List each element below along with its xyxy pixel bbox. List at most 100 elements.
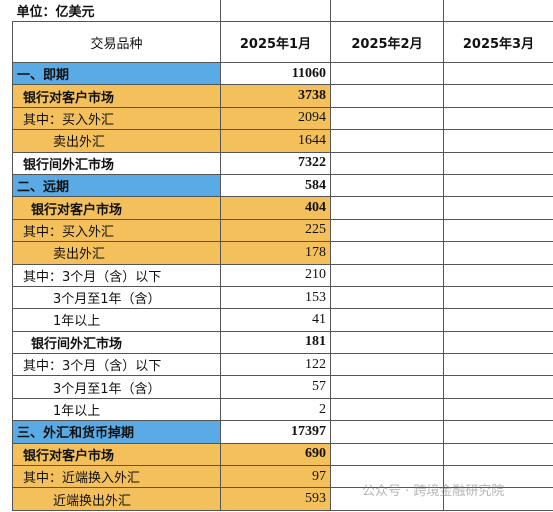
- empty-cell: [443, 151, 553, 175]
- table-row: 其中：3个月（含）以下 122: [12, 353, 553, 377]
- empty-cell: [330, 61, 444, 86]
- column-header: 2025年2月: [330, 21, 444, 63]
- row-label: 1年以上: [12, 397, 221, 422]
- row-label: 近端换出外汇: [12, 487, 221, 511]
- row-label: 3个月至1年（含）: [12, 285, 221, 310]
- value-cell: 2: [220, 397, 331, 422]
- value-cell: 404: [220, 196, 331, 220]
- row-label: 3个月至1年（含）: [12, 375, 221, 399]
- unit-label: 单位：亿美元: [12, 0, 221, 22]
- empty-cell: [443, 61, 553, 86]
- table-row: 近端换出外汇 593: [12, 487, 553, 511]
- value-cell: 210: [220, 263, 331, 287]
- table-row: 银行间外汇市场 181: [12, 330, 553, 355]
- row-label: 卖出外汇: [12, 241, 221, 265]
- value-cell: 178: [220, 241, 331, 265]
- empty-cell: [330, 218, 444, 243]
- table-row: 三、外汇和货币掉期 17397: [12, 420, 553, 444]
- value-cell: 3738: [220, 84, 331, 108]
- value-cell: 57: [220, 375, 331, 399]
- value-cell: 11060: [220, 61, 331, 86]
- table-container: 单位：亿美元 交易品种 2025年1月 2025年2月 2025年3月 一、即期 1106…: [12, 0, 553, 512]
- row-label: 银行间外汇市场: [12, 330, 221, 355]
- empty-cell: [443, 330, 553, 355]
- empty-cell: [330, 397, 444, 422]
- empty-cell: [443, 375, 553, 399]
- value-cell: 122: [220, 353, 331, 377]
- empty-cell: [443, 241, 553, 265]
- table-row: 3个月至1年（含） 153: [12, 285, 553, 310]
- row-label: 银行对客户市场: [12, 442, 221, 467]
- empty-cell: [330, 241, 444, 265]
- row-label: 二、远期: [12, 173, 221, 198]
- table-body: 单位：亿美元 交易品种 2025年1月 2025年2月 2025年3月 一、即期 1106…: [12, 0, 553, 511]
- row-label: 其中：3个月（含）以下: [12, 263, 221, 287]
- empty-cell: [330, 129, 444, 153]
- row-label: 银行对客户市场: [12, 84, 221, 108]
- row-label: 其中：买入外汇: [12, 218, 221, 243]
- data-table: 单位：亿美元 交易品种 2025年1月 2025年2月 2025年3月 一、即期 1106…: [12, 0, 553, 511]
- empty-cell: [443, 285, 553, 310]
- watermark: 公众号 · 跨境金融研究院: [362, 484, 505, 499]
- table-row: 其中：近端换入外汇 97: [12, 465, 553, 489]
- column-header: 交易品种: [12, 21, 221, 63]
- table-row: 其中：买入外汇 225: [12, 218, 553, 243]
- row-label: 其中：买入外汇: [12, 106, 221, 131]
- empty-cell: [220, 0, 331, 22]
- table-row: 1年以上 2: [12, 397, 553, 422]
- value-cell: 153: [220, 285, 331, 310]
- empty-cell: [330, 151, 444, 175]
- table-row: 银行对客户市场 3738: [12, 84, 553, 108]
- value-cell: 17397: [220, 420, 331, 444]
- empty-cell: [443, 308, 553, 332]
- empty-cell: [443, 218, 553, 243]
- empty-cell: [443, 442, 553, 467]
- value-cell: 225: [220, 218, 331, 243]
- value-cell: 2094: [220, 106, 331, 131]
- row-label: 其中：3个月（含）以下: [12, 353, 221, 377]
- column-header: 2025年1月: [220, 21, 331, 63]
- empty-cell: [330, 84, 444, 108]
- empty-cell: [330, 0, 444, 22]
- empty-cell: [443, 196, 553, 220]
- empty-cell: [443, 263, 553, 287]
- value-cell: 97: [220, 465, 331, 489]
- empty-cell: [330, 420, 444, 444]
- row-label: 1年以上: [12, 308, 221, 332]
- empty-cell: [330, 196, 444, 220]
- empty-cell: [443, 420, 553, 444]
- table-row: 二、远期 584: [12, 173, 553, 198]
- column-header: 2025年3月: [443, 21, 553, 63]
- empty-cell: [330, 285, 444, 310]
- row-label: 其中：近端换入外汇: [12, 465, 221, 489]
- table-row: 其中：买入外汇 2094: [12, 106, 553, 131]
- table-row: 卖出外汇 178: [12, 241, 553, 265]
- empty-cell: [330, 330, 444, 355]
- unit-row: 单位：亿美元: [12, 0, 553, 22]
- value-cell: 593: [220, 487, 331, 511]
- empty-cell: [443, 353, 553, 377]
- table-row: 银行对客户市场 690: [12, 442, 553, 467]
- empty-cell: [443, 129, 553, 153]
- row-label: 银行对客户市场: [12, 196, 221, 220]
- empty-cell: [443, 106, 553, 131]
- empty-cell: [443, 397, 553, 422]
- table-row: 卖出外汇 1644: [12, 129, 553, 153]
- row-label: 卖出外汇: [12, 129, 221, 153]
- empty-cell: [330, 263, 444, 287]
- table-row: 3个月至1年（含） 57: [12, 375, 553, 399]
- table-row: 其中：3个月（含）以下 210: [12, 263, 553, 287]
- empty-cell: [330, 442, 444, 467]
- value-cell: 7322: [220, 151, 331, 175]
- value-cell: 584: [220, 173, 331, 198]
- value-cell: 181: [220, 330, 331, 355]
- table-row: 一、即期 11060: [12, 61, 553, 86]
- empty-cell: [443, 84, 553, 108]
- row-label: 银行间外汇市场: [12, 151, 221, 175]
- value-cell: 41: [220, 308, 331, 332]
- value-cell: 1644: [220, 129, 331, 153]
- empty-cell: [443, 0, 553, 22]
- empty-cell: [330, 308, 444, 332]
- empty-cell: [330, 375, 444, 399]
